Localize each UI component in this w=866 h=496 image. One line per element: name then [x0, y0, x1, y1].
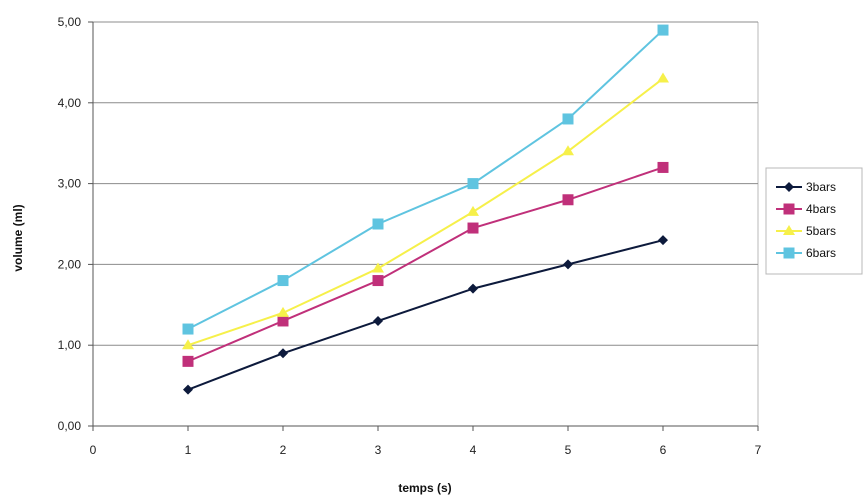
data-point-6bars [277, 275, 289, 287]
x-tick-label: 3 [375, 443, 382, 457]
x-tick-label: 6 [660, 443, 667, 457]
data-point-6bars [372, 218, 384, 230]
data-point-6bars [182, 323, 194, 335]
data-point-3bars [373, 315, 383, 326]
legend-item: 6bars [776, 246, 836, 260]
legend-box [765, 167, 863, 275]
data-point-6bars [657, 24, 669, 36]
legend-label: 6bars [806, 246, 836, 260]
x-tick-label: 0 [90, 443, 97, 457]
data-point-5bars [277, 306, 289, 317]
series-6bars [182, 24, 669, 335]
data-point-5bars [467, 205, 479, 216]
data-point-4bars [562, 194, 574, 206]
x-tick-label: 2 [280, 443, 287, 457]
series-line-6bars [187, 29, 664, 330]
data-point-3bars [468, 283, 478, 294]
series-3bars [183, 235, 668, 395]
data-point-3bars [278, 348, 288, 359]
legend-label: 5bars [806, 224, 836, 238]
legend-item: 3bars [776, 180, 836, 194]
data-point-6bars [562, 113, 574, 125]
legend-swatch-marker [783, 247, 795, 259]
legend-swatch-marker [783, 225, 795, 235]
data-point-4bars [277, 315, 289, 327]
data-point-5bars [657, 72, 669, 83]
data-point-4bars [657, 161, 669, 173]
y-tick-label: 2,00 [58, 257, 82, 271]
axis-layer: 0,00 1,00 2,00 3,00 4,00 5,00 0 1 2 3 4 5 6 7 [58, 15, 762, 457]
legend-label: 4bars [806, 202, 836, 216]
data-point-4bars [467, 222, 479, 234]
data-point-4bars [182, 355, 194, 367]
grid-layer [93, 21, 759, 426]
legend-item: 4bars [776, 202, 836, 216]
y-tick-label: 1,00 [58, 338, 82, 352]
data-point-5bars [372, 262, 384, 273]
data-point-5bars [562, 145, 574, 156]
series-line-5bars [187, 77, 664, 347]
legend-label: 3bars [806, 180, 836, 194]
y-tick-label: 5,00 [58, 15, 82, 29]
legend: 3bars 4bars 5bars 6bars [765, 167, 863, 275]
data-point-3bars [563, 259, 573, 270]
series-line-4bars [187, 166, 664, 363]
y-axis-title: volume (ml) [11, 204, 25, 271]
data-point-3bars [183, 384, 193, 395]
data-point-3bars [658, 235, 668, 246]
x-tick-label: 4 [470, 443, 477, 457]
x-tick-label: 7 [755, 443, 762, 457]
y-tick-label: 0,00 [58, 419, 82, 433]
series-4bars [182, 161, 669, 367]
legend-swatch-marker [783, 203, 795, 215]
series-line-3bars [187, 239, 664, 391]
x-tick-label: 5 [565, 443, 572, 457]
series-layer [182, 24, 669, 395]
x-tick-label: 1 [185, 443, 192, 457]
series-5bars [182, 72, 669, 350]
legend-swatch-marker [784, 182, 794, 192]
y-tick-label: 3,00 [58, 177, 82, 191]
data-point-5bars [182, 339, 194, 350]
data-point-6bars [467, 178, 479, 190]
data-point-4bars [372, 275, 384, 287]
legend-item: 5bars [776, 224, 836, 238]
x-axis-title: temps (s) [398, 481, 451, 495]
y-tick-label: 4,00 [58, 96, 82, 110]
